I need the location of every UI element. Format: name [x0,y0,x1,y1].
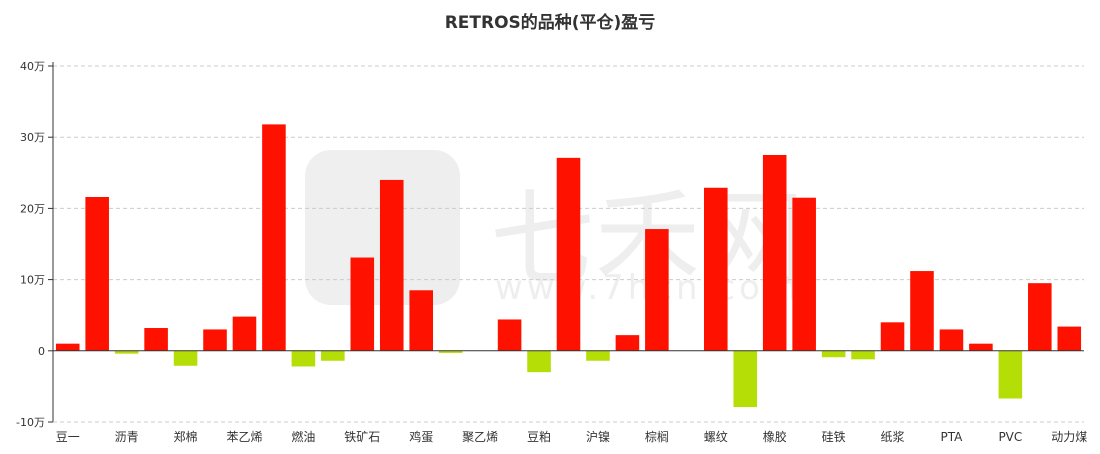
y-tick-label: 20万 [20,202,45,215]
bar[interactable] [939,329,964,351]
bar[interactable] [556,157,581,351]
x-tick-label: 螺纹 [704,430,728,444]
bar[interactable] [321,350,345,361]
x-tick-label: 棕榈 [645,429,669,444]
bar[interactable] [144,328,168,351]
x-tick-label: 铁矿石 [344,430,380,444]
bar[interactable] [85,197,109,351]
bar[interactable] [438,350,463,353]
bars [55,124,1082,408]
y-tick-label: 40万 [20,60,45,73]
x-tick-label: 沥青 [115,430,139,444]
x-tick-label: 纸浆 [881,429,905,444]
bar[interactable] [262,124,286,351]
bar[interactable] [409,290,433,351]
bar[interactable] [497,319,522,351]
bar[interactable] [910,271,934,351]
y-tick-label: 0 [38,345,45,358]
chart-title: RETROS的品种(平仓)盈亏 [444,13,656,33]
x-tick-label: 燃油 [291,429,315,444]
bar[interactable] [350,257,375,351]
bar[interactable] [851,350,875,360]
x-tick-label: 苯乙烯 [226,430,262,444]
bar[interactable] [586,350,610,361]
bar[interactable] [998,350,1023,399]
axes [52,62,1084,423]
x-tick-label: 豆一 [56,430,80,444]
bar[interactable] [527,350,551,373]
bar[interactable] [203,329,227,351]
y-tick-label: 10万 [20,274,45,287]
bar[interactable] [733,350,758,408]
bar[interactable] [291,350,316,367]
bar[interactable] [114,350,139,354]
x-tick-label: PTA [941,430,964,444]
bar[interactable] [1057,326,1082,351]
bar[interactable] [232,316,257,351]
x-tick-label: 豆粕 [527,429,551,444]
y-tick-label: 30万 [20,131,45,144]
x-tick-label: PVC [998,430,1022,444]
bar[interactable] [704,187,728,351]
x-tick-label: 沪镍 [586,430,610,444]
x-tick-label: 聚乙烯 [462,430,498,444]
x-tick-label: 硅铁 [822,430,846,444]
bar[interactable] [969,343,993,351]
x-tick-label: 动力煤 [1051,430,1087,444]
x-tick-label: 郑棉 [174,429,198,444]
bar[interactable] [762,155,787,351]
bar[interactable] [880,322,905,351]
bar[interactable] [173,350,198,366]
bar[interactable] [645,229,669,351]
bar[interactable] [55,343,80,351]
y-tick-label: -10万 [16,416,45,429]
bar[interactable] [379,179,404,351]
bar[interactable] [1028,283,1052,351]
bar[interactable] [821,350,846,358]
bar[interactable] [615,335,640,351]
x-tick-label: 橡胶 [763,429,787,444]
bar[interactable] [792,197,816,351]
x-tick-label: 鸡蛋 [409,429,433,444]
